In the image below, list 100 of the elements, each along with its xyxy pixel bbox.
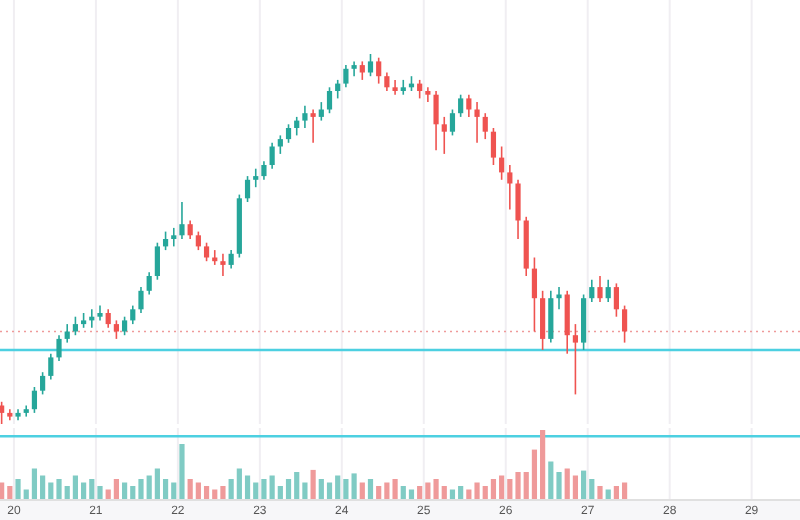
bar [433,479,439,500]
candlestick [310,108,316,144]
candlestick [564,290,570,355]
bar [490,479,497,500]
candlestick [589,278,595,303]
bar [146,475,152,500]
bar [285,479,292,500]
candlestick [425,86,431,103]
candlestick [482,112,488,140]
candlestick [367,53,374,77]
candlestick [417,79,423,100]
candlestick [277,134,283,155]
candlestick [253,167,259,188]
bar [97,486,103,500]
candlestick [376,56,382,85]
bar [179,444,185,500]
candlestick [605,278,611,303]
candlestick [318,101,324,122]
candlestick [40,371,46,396]
candlestick [244,175,251,203]
bar [294,472,300,500]
candlestick [343,64,349,89]
bar [72,475,79,500]
candlestick [531,256,538,333]
bar [335,475,341,500]
bar [564,468,570,500]
candlestick [203,241,210,262]
candlestick [72,315,79,336]
candlestick [449,108,456,137]
candlestick [269,142,275,170]
bar [597,486,603,500]
candlestick [581,293,587,351]
candlestick [572,323,579,396]
bar [351,473,357,500]
candlestick [335,79,341,100]
bar [89,479,95,500]
candlestick [171,227,177,248]
bar [310,469,316,500]
bar [343,479,349,500]
candlestick [138,286,144,314]
bar [581,470,587,500]
bar [589,479,595,500]
bar [318,479,324,500]
candlestick [105,308,111,329]
bar [392,479,398,500]
candlestick [294,116,300,137]
bar [269,475,275,500]
bar [572,475,579,500]
candlestick [179,201,185,240]
candlestick [540,290,546,351]
candlestick [458,93,464,118]
candlestick [384,71,390,92]
candlestick [195,230,201,251]
candlestick [474,101,480,144]
bar [187,479,193,500]
candlestick [597,275,603,303]
candlestick [113,319,119,340]
candlestick [187,219,193,240]
candlestick [392,79,398,96]
bar [236,468,242,500]
bar [499,475,505,500]
candlestick [285,123,292,144]
candlestick [162,230,169,251]
candlestick [556,286,562,311]
candlestick [466,93,472,118]
candlestick [154,241,160,281]
candlestick [621,304,628,344]
bar [138,479,144,500]
candlestick [515,179,521,240]
bar [31,468,38,500]
candlestick [228,249,234,270]
candlestick [548,290,554,344]
candlestick [261,160,267,181]
candlestick [490,127,497,166]
bar [540,430,546,500]
bar [56,479,62,500]
candlestick [613,282,619,318]
bar [40,475,46,500]
candlestick [0,401,5,425]
candlestick [359,60,365,81]
candlestick [507,164,513,211]
candlestick [56,334,62,362]
candlestick [351,60,357,77]
candlestick [130,304,136,325]
bar [220,486,226,500]
bar [15,479,21,500]
candlestick [146,271,152,296]
candlestick [48,352,54,381]
candlestick [31,386,38,414]
bar [515,472,521,500]
candlestick [400,79,406,96]
bar [548,461,554,500]
candlestick [441,116,447,155]
bar [367,479,374,500]
candlestick [326,86,333,114]
candlestick [302,105,308,129]
candlestick [121,315,128,336]
candlestick [499,145,505,181]
candlestick [220,253,226,277]
bar [154,468,160,500]
